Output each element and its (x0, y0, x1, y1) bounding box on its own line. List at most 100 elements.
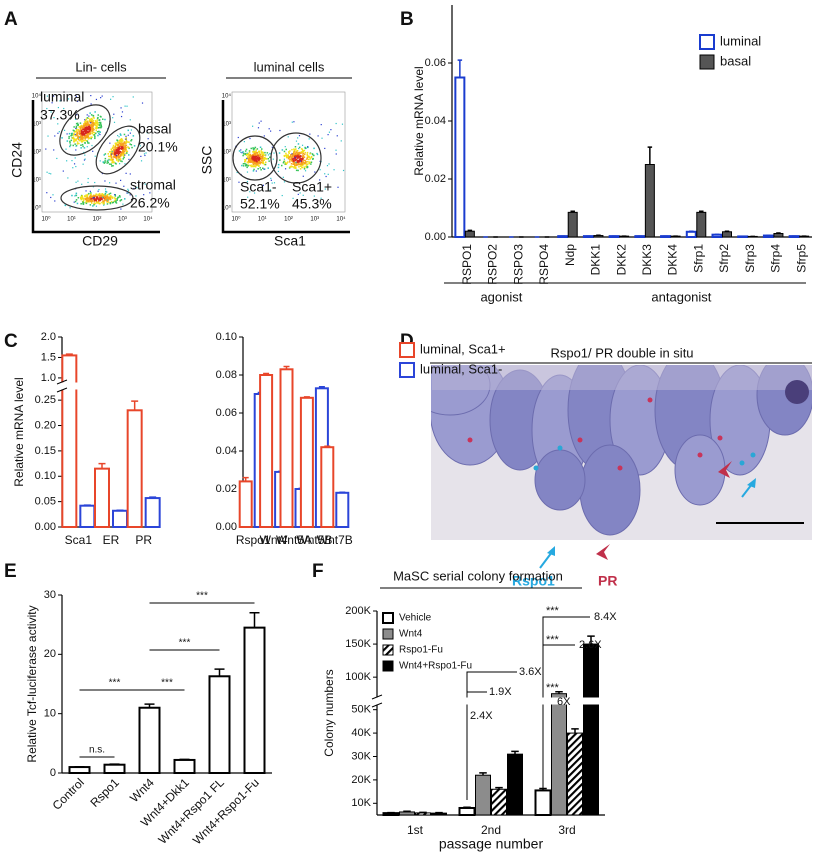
flow-dot (110, 154, 112, 156)
flow-dot (97, 122, 99, 124)
flow-dot (102, 118, 104, 120)
flow-dot (308, 138, 310, 140)
bar (583, 643, 599, 816)
flow-dot (111, 147, 114, 149)
flow-dot (64, 204, 66, 206)
flow-dot (319, 179, 321, 181)
flow-dot (74, 133, 76, 136)
flow-dot (251, 161, 253, 163)
flow-dot (123, 141, 126, 143)
bar (464, 230, 475, 238)
flow-tick: 10² (93, 217, 102, 223)
flow-dot (120, 151, 123, 153)
flow-dot (92, 134, 95, 136)
panel-letter: E (4, 561, 17, 582)
flow-dot (294, 159, 296, 162)
flow-dot (121, 160, 123, 163)
y-tick-label: 2.0 (41, 331, 56, 343)
flow-dot (249, 161, 251, 163)
flow-dot (298, 147, 300, 150)
flow-dot (301, 144, 304, 146)
flow-dot (63, 129, 66, 131)
flow-dot (90, 201, 93, 203)
flow-tick: 10³ (222, 122, 231, 128)
flow-dot (290, 156, 292, 158)
flow-dot (91, 202, 93, 204)
stain-dot (467, 437, 473, 443)
flow-dot (93, 117, 95, 119)
flow-dot (76, 129, 78, 132)
flow-dot (81, 195, 83, 197)
flow-dot (96, 196, 99, 198)
flow-dot (126, 152, 128, 154)
flow-dot (112, 144, 115, 147)
flow-dot (80, 126, 83, 128)
flow-dot (335, 149, 337, 151)
flow-dot (269, 156, 271, 158)
flow-dot (258, 161, 260, 163)
flow-dot (300, 163, 303, 166)
flow-dot (93, 197, 96, 200)
flow-dot (68, 132, 71, 135)
gate-percent: 45.3% (292, 196, 332, 212)
x-tick-label: Sfrp4 (769, 244, 783, 273)
flow-dot (100, 126, 102, 129)
flow-dot (244, 150, 247, 152)
bar (335, 491, 350, 528)
flow-dot (60, 99, 62, 101)
flow-dot (87, 136, 89, 138)
flow-dot (83, 199, 85, 201)
flow-dot (86, 197, 88, 199)
flow-dot (89, 120, 91, 123)
flow-dot (114, 146, 116, 148)
flow-dot (93, 122, 95, 124)
flow-dot (92, 131, 95, 134)
flow-dot (292, 197, 294, 199)
stain-dot (557, 445, 563, 451)
flow-dot (104, 118, 106, 121)
flow-dot (284, 163, 286, 165)
flow-dot (147, 138, 149, 140)
flow-dot (302, 163, 305, 166)
flow-dot (84, 195, 87, 198)
flow-dot (256, 164, 259, 167)
flow-dot (109, 192, 112, 195)
flow-dot (112, 150, 114, 153)
flow-dot (51, 102, 53, 104)
flow-dot (117, 159, 120, 161)
flow-dot (304, 146, 306, 149)
flow-dot (75, 192, 78, 195)
flow-dot (78, 133, 81, 135)
flow-dot (313, 154, 315, 157)
flow-dot (340, 140, 342, 142)
flow-dot (85, 130, 87, 132)
flow-dot (71, 134, 73, 136)
error-bar (495, 786, 503, 790)
flow-dot (101, 198, 103, 201)
flow-dot (53, 117, 55, 119)
flow-dot (87, 120, 89, 122)
flow-dot (123, 133, 126, 136)
flow-dot (78, 142, 80, 145)
flow-dot (120, 107, 122, 109)
flow-tick: 10² (32, 150, 41, 156)
flow-dot (94, 155, 96, 157)
flow-dot (110, 159, 113, 161)
flow-dot (132, 135, 135, 137)
flow-dot (288, 157, 290, 159)
flow-dot (121, 154, 123, 157)
flow-dot (320, 197, 322, 199)
flow-dot (281, 149, 284, 151)
bar (399, 811, 415, 816)
flow-dot (95, 132, 97, 135)
flow-dot (118, 148, 121, 150)
flow-dot (122, 146, 124, 148)
flow-dot (257, 127, 260, 129)
flow-dot (119, 158, 122, 160)
flow-dot (101, 193, 103, 195)
flow-dot (262, 155, 264, 158)
flow-dot (129, 132, 131, 134)
flow-dot (97, 197, 99, 199)
bar (534, 789, 552, 817)
flow-dot (77, 135, 79, 137)
